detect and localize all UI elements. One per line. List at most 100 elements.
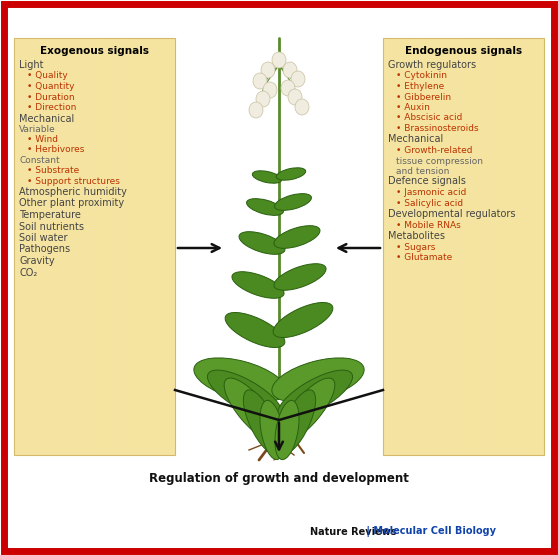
- Bar: [143, 38, 145, 455]
- Bar: [46, 38, 55, 455]
- Text: Growth regulators: Growth regulators: [388, 60, 476, 70]
- Bar: [394, 38, 404, 455]
- Text: Endogenous signals: Endogenous signals: [405, 46, 522, 56]
- Bar: [57, 38, 65, 455]
- Text: • Sugars: • Sugars: [396, 243, 435, 251]
- Text: • Abscisic acid: • Abscisic acid: [396, 114, 463, 123]
- Text: • Auxin: • Auxin: [396, 103, 430, 112]
- Text: Atmospheric humidity: Atmospheric humidity: [19, 187, 127, 197]
- Ellipse shape: [274, 226, 320, 248]
- Text: Regulation of growth and development: Regulation of growth and development: [149, 472, 409, 485]
- Ellipse shape: [263, 82, 277, 98]
- Text: • Salicylic acid: • Salicylic acid: [396, 199, 463, 208]
- Bar: [533, 38, 534, 455]
- Ellipse shape: [239, 231, 285, 254]
- Text: Mechanical: Mechanical: [388, 134, 443, 144]
- Bar: [14, 38, 175, 455]
- Ellipse shape: [208, 370, 282, 420]
- Text: CO₂: CO₂: [19, 268, 37, 278]
- Text: • Ethylene: • Ethylene: [396, 82, 444, 91]
- Ellipse shape: [247, 199, 283, 215]
- Ellipse shape: [225, 312, 285, 347]
- Bar: [14, 38, 25, 455]
- Bar: [501, 38, 504, 455]
- Bar: [25, 38, 35, 455]
- Bar: [100, 38, 105, 455]
- Text: Developmental regulators: Developmental regulators: [388, 209, 516, 219]
- Text: Exogenous signals: Exogenous signals: [40, 46, 149, 56]
- Ellipse shape: [252, 171, 282, 183]
- Text: Variable: Variable: [19, 125, 56, 134]
- Bar: [164, 38, 165, 455]
- Text: • Growth-related: • Growth-related: [396, 146, 473, 155]
- Text: • Direction: • Direction: [27, 103, 76, 112]
- Bar: [132, 38, 135, 455]
- Ellipse shape: [277, 370, 353, 420]
- Ellipse shape: [273, 302, 333, 337]
- Text: Soil nutrients: Soil nutrients: [19, 221, 84, 231]
- Bar: [383, 38, 394, 455]
- Text: Nature Reviews: Nature Reviews: [310, 527, 397, 537]
- Text: Pathogens: Pathogens: [19, 245, 70, 255]
- Bar: [89, 38, 95, 455]
- Bar: [469, 38, 474, 455]
- Text: Mechanical: Mechanical: [19, 114, 74, 124]
- Ellipse shape: [295, 99, 309, 115]
- Bar: [490, 38, 494, 455]
- Ellipse shape: [288, 89, 302, 105]
- Text: • Support structures: • Support structures: [27, 176, 120, 185]
- Text: • Jasmonic acid: • Jasmonic acid: [396, 188, 466, 197]
- Bar: [458, 38, 464, 455]
- Bar: [437, 38, 444, 455]
- Bar: [522, 38, 524, 455]
- Text: and tension: and tension: [396, 166, 449, 175]
- Text: • Glutamate: • Glutamate: [396, 253, 452, 262]
- Text: Constant: Constant: [19, 156, 60, 165]
- Text: • Wind: • Wind: [27, 135, 58, 144]
- Ellipse shape: [243, 390, 281, 454]
- Ellipse shape: [291, 71, 305, 87]
- Ellipse shape: [279, 378, 335, 442]
- Text: • Quantity: • Quantity: [27, 82, 75, 91]
- Ellipse shape: [256, 91, 270, 107]
- Ellipse shape: [275, 400, 299, 460]
- Bar: [68, 38, 75, 455]
- Ellipse shape: [224, 378, 280, 442]
- Ellipse shape: [275, 194, 311, 210]
- Bar: [448, 38, 454, 455]
- Ellipse shape: [276, 168, 306, 180]
- Ellipse shape: [274, 264, 326, 290]
- Text: • Herbivores: • Herbivores: [27, 145, 84, 154]
- Text: Light: Light: [19, 60, 44, 70]
- Ellipse shape: [194, 358, 286, 402]
- Text: tissue compression: tissue compression: [396, 157, 483, 165]
- Text: • Mobile RNAs: • Mobile RNAs: [396, 220, 461, 230]
- Bar: [383, 38, 544, 455]
- Text: • Substrate: • Substrate: [27, 166, 79, 175]
- Bar: [405, 38, 414, 455]
- Ellipse shape: [272, 52, 286, 68]
- Bar: [79, 38, 85, 455]
- Bar: [426, 38, 434, 455]
- Text: • Quality: • Quality: [27, 72, 68, 80]
- Text: Gravity: Gravity: [19, 256, 55, 266]
- Bar: [121, 38, 125, 455]
- Bar: [110, 38, 115, 455]
- Ellipse shape: [232, 272, 284, 298]
- Ellipse shape: [278, 390, 316, 454]
- Bar: [415, 38, 424, 455]
- Bar: [153, 38, 155, 455]
- Text: • Brassinosteroids: • Brassinosteroids: [396, 124, 479, 133]
- Text: Soil water: Soil water: [19, 233, 68, 243]
- Text: Defence signals: Defence signals: [388, 176, 466, 186]
- Text: Temperature: Temperature: [19, 210, 81, 220]
- Ellipse shape: [253, 73, 267, 89]
- Ellipse shape: [260, 400, 284, 460]
- Text: Metabolites: Metabolites: [388, 231, 445, 241]
- Text: | Molecular Cell Biology: | Molecular Cell Biology: [363, 526, 496, 537]
- Bar: [479, 38, 484, 455]
- Ellipse shape: [281, 80, 295, 96]
- Bar: [36, 38, 45, 455]
- Ellipse shape: [283, 62, 297, 78]
- Text: Other plant proximity: Other plant proximity: [19, 199, 124, 209]
